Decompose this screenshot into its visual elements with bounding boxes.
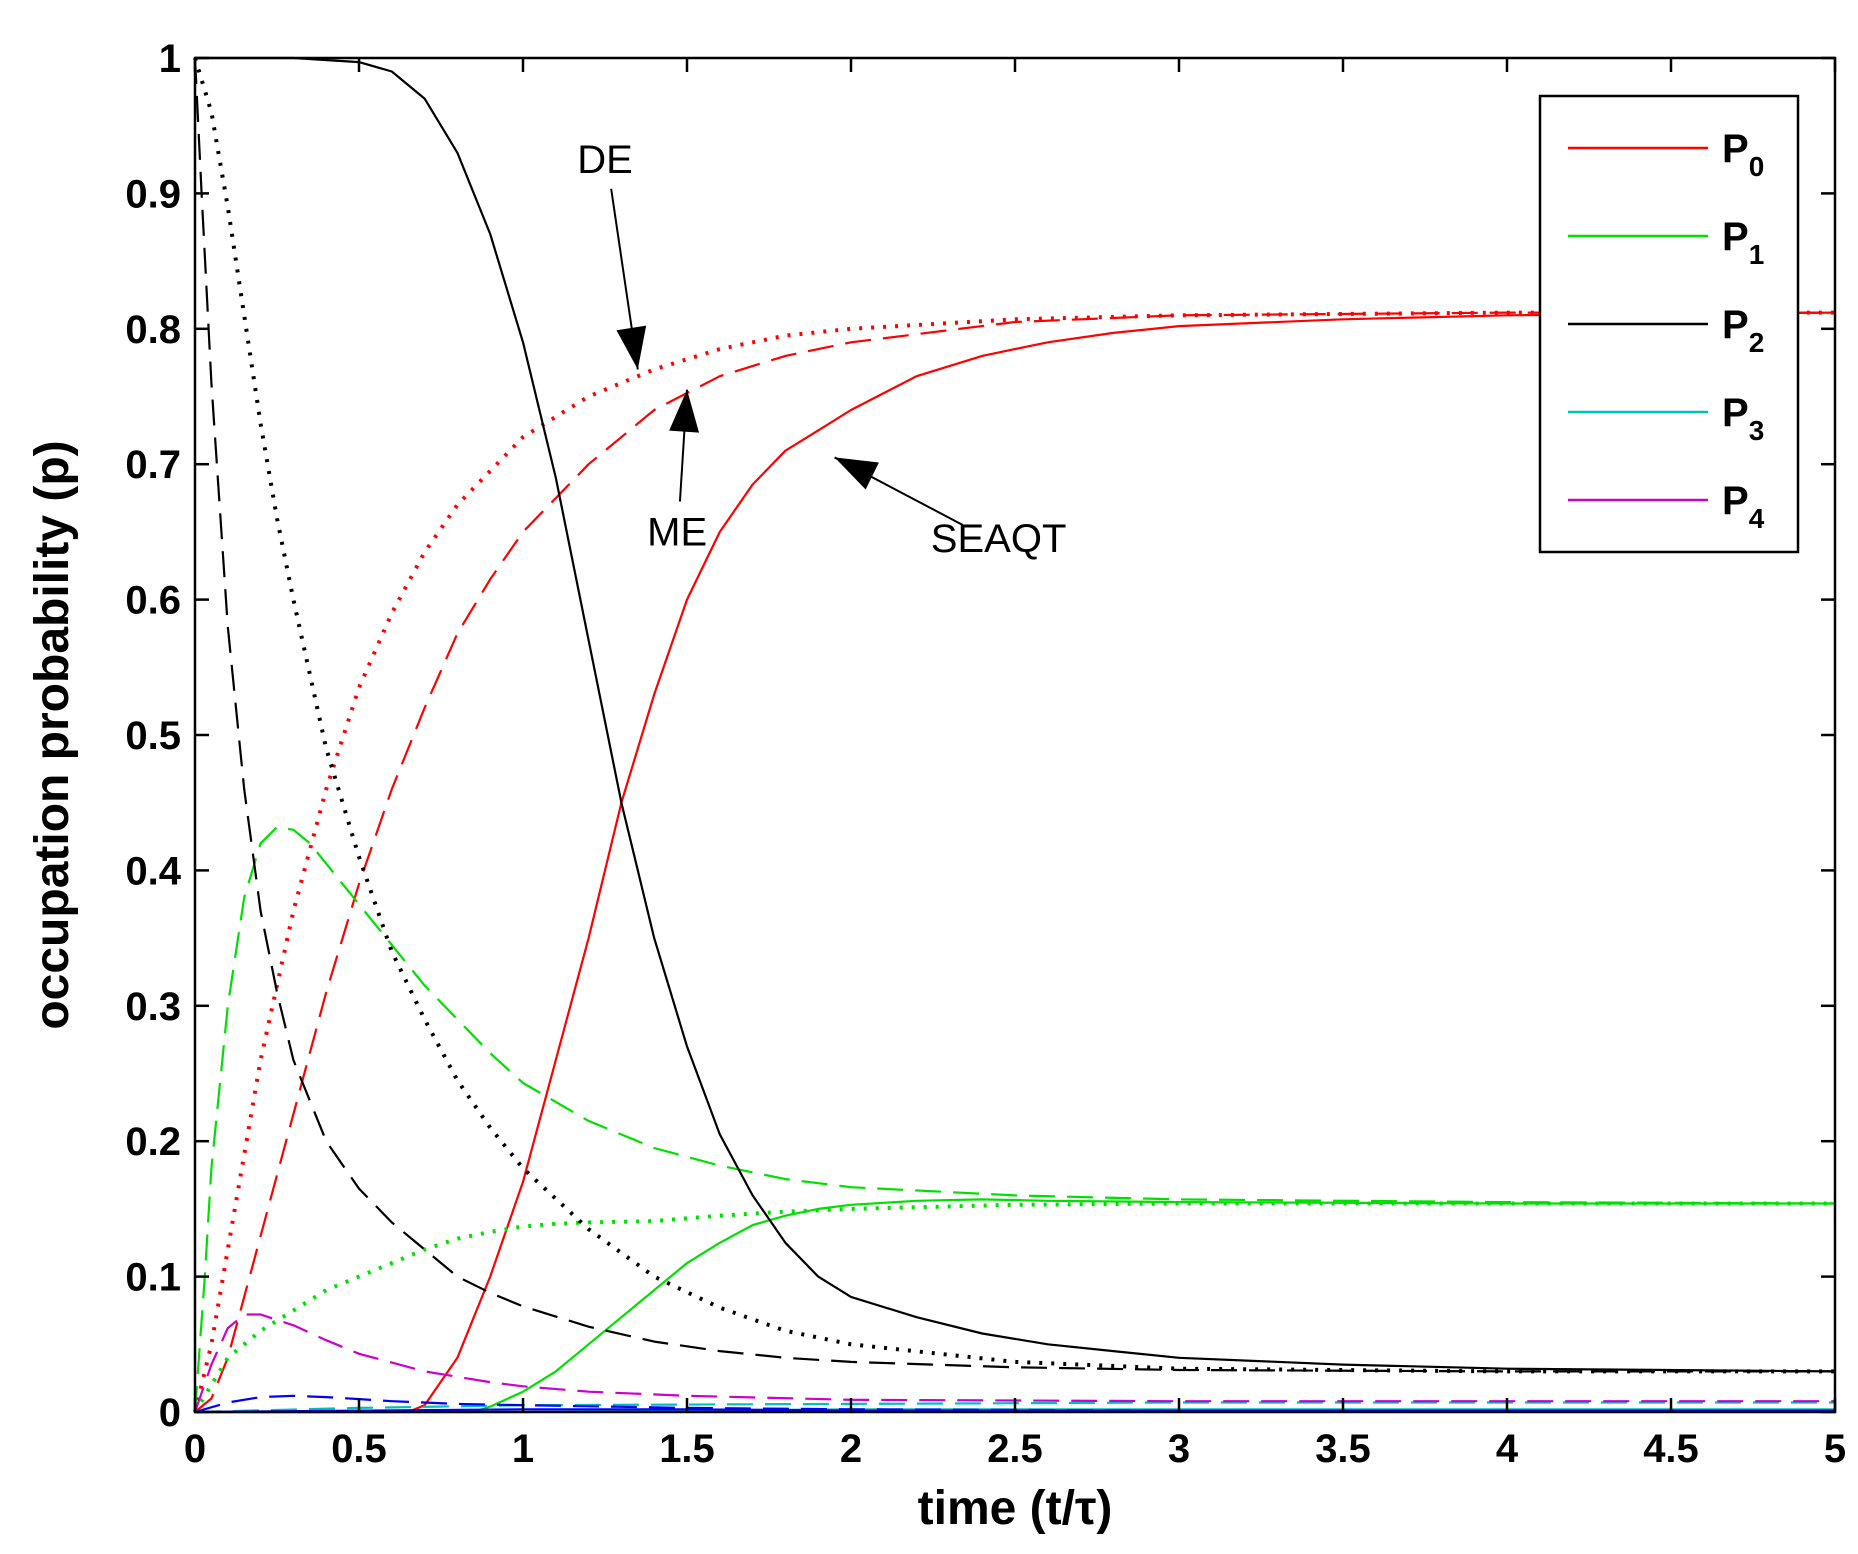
- series-p1-de: [193, 1201, 1835, 1414]
- annotation-arrowhead: [616, 325, 647, 370]
- x-tick-label: 2: [840, 1427, 862, 1471]
- y-tick-label: 0.1: [125, 1256, 181, 1300]
- tick-layer: 0 0.5 1 1.5 2 2.5 3 3.5 4 4.5 5 0 0.1 0.2 0.3 0.4 0.5 0.6…: [125, 37, 1846, 1471]
- y-axis-title: occupation probability (p): [26, 440, 79, 1029]
- legend-label-main: P: [1722, 391, 1749, 435]
- legend-label-sub: 2: [1749, 327, 1765, 358]
- y-tick-label: 0.4: [125, 849, 181, 893]
- series-p1-me: [193, 826, 1836, 1413]
- series-p4-me: [193, 1313, 1835, 1413]
- series-p1-seaqt: [195, 1198, 1835, 1414]
- y-tick-label: 1: [159, 37, 181, 81]
- x-tick-label: 0.5: [331, 1427, 387, 1471]
- x-tick-label: 2.5: [987, 1427, 1043, 1471]
- x-tick-label: 1: [512, 1427, 534, 1471]
- x-tick-label: 4.5: [1643, 1427, 1699, 1471]
- legend-label: P4: [1722, 479, 1765, 534]
- x-tick-label: 5: [1824, 1427, 1846, 1471]
- legend-label: P0: [1722, 127, 1764, 182]
- annotation-arrowhead: [669, 389, 700, 433]
- legend-label: P2: [1722, 303, 1764, 358]
- legend-label-sub: 0: [1749, 151, 1765, 182]
- legend-label-sub: 1: [1749, 239, 1765, 270]
- legend-label-main: P: [1722, 127, 1749, 171]
- y-tick-label: 0.6: [125, 579, 181, 623]
- series-blue-me: [194, 1394, 1835, 1414]
- x-axis-title: time (t/τ): [918, 1482, 1113, 1535]
- x-tick-label: 3.5: [1315, 1427, 1371, 1471]
- annotation-layer: DE ME SEAQT: [577, 138, 1066, 561]
- y-tick-label: 0.5: [125, 714, 181, 758]
- series-p0-me: [194, 311, 1835, 1413]
- x-tick-label: 4: [1496, 1427, 1519, 1471]
- legend-label-main: P: [1722, 479, 1749, 523]
- y-tick-label: 0.8: [125, 308, 181, 352]
- series-p0-seaqt: [195, 311, 1836, 1414]
- x-tick-label: 3: [1168, 1427, 1190, 1471]
- annotation-arrowhead: [834, 457, 879, 490]
- series-p2-seaqt: [195, 56, 1836, 1373]
- y-tick-label: 0: [159, 1391, 181, 1435]
- legend-label-main: P: [1722, 215, 1749, 259]
- series-p2-me: [193, 57, 1835, 1373]
- y-tick-label: 0.3: [125, 985, 181, 1029]
- annotation-de: DE: [577, 138, 633, 182]
- legend-label: P3: [1722, 391, 1764, 446]
- annotation-me: ME: [647, 510, 707, 554]
- legend-label-sub: 3: [1749, 415, 1765, 446]
- legend-label-sub: 4: [1749, 503, 1765, 534]
- x-tick-label: 1.5: [659, 1427, 715, 1471]
- legend-label-main: P: [1722, 303, 1749, 347]
- legend-label: P1: [1722, 215, 1764, 270]
- x-tick-label: 0: [184, 1427, 206, 1471]
- y-tick-label: 0.2: [125, 1120, 181, 1164]
- y-tick-label: 0.9: [125, 172, 181, 216]
- annotation-seaqt: SEAQT: [931, 517, 1067, 561]
- y-tick-label: 0.7: [125, 443, 181, 487]
